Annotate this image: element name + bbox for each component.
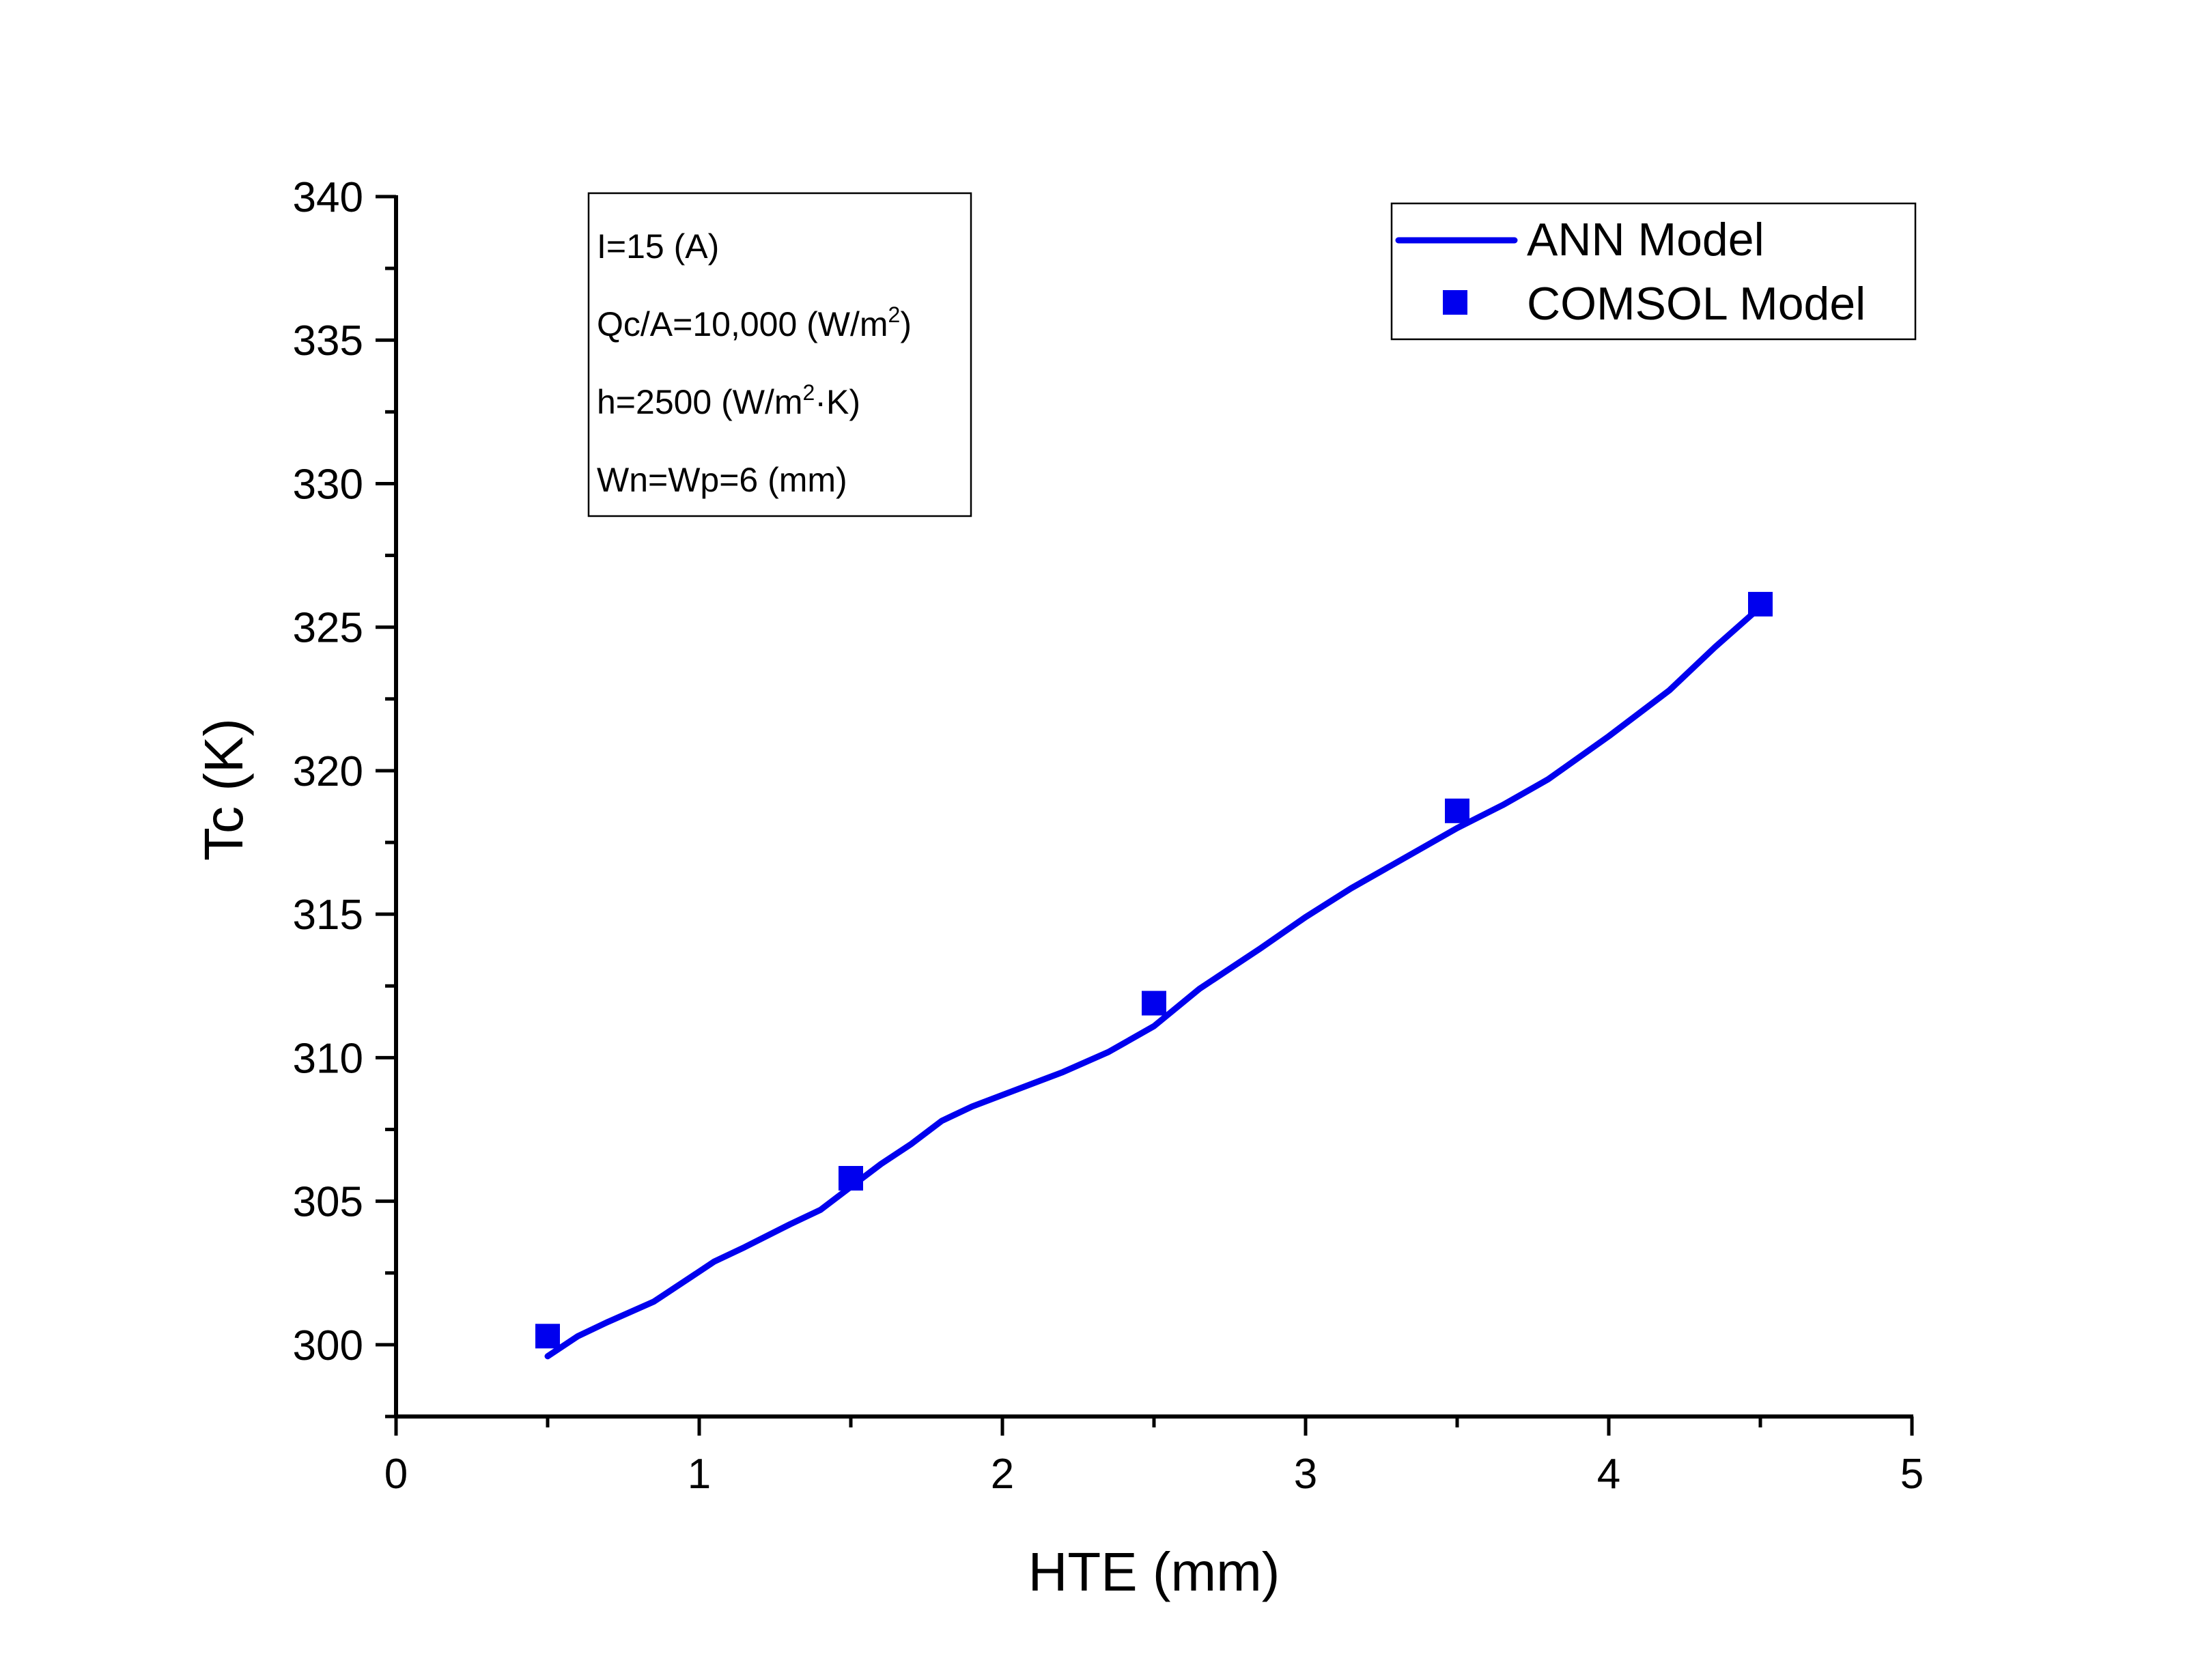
y-tick-label: 340 xyxy=(293,174,363,221)
legend-frame xyxy=(1390,202,1917,341)
plot-area xyxy=(535,592,1773,1360)
x-tick-label: 4 xyxy=(1597,1451,1620,1498)
y-tick-label: 320 xyxy=(293,748,363,795)
annotation-line: Qc/A=10,000 (W/m2) xyxy=(597,302,912,343)
y-tick-label: 335 xyxy=(293,317,363,365)
y-tick-label: 325 xyxy=(293,605,363,652)
x-tick-label: 1 xyxy=(688,1451,711,1498)
legend: ANN Model COMSOL Model xyxy=(1390,202,1917,341)
comsol-model-point xyxy=(535,1324,560,1349)
annotation-line: I=15 (A) xyxy=(597,227,719,266)
x-tick-label: 5 xyxy=(1900,1451,1924,1498)
legend-label-ann: ANN Model xyxy=(1527,214,1764,266)
y-tick-label: 315 xyxy=(293,892,363,939)
annotation-frame xyxy=(587,192,972,517)
y-tick-label: 330 xyxy=(293,461,363,508)
comsol-model-point xyxy=(1142,991,1166,1016)
x-tick-label: 3 xyxy=(1294,1451,1317,1498)
ann-model-line xyxy=(544,603,1764,1360)
y-axis-ticks: 300 305 310 315 320 325 330 335 340 xyxy=(293,174,396,1419)
y-axis-title: Tc (K) xyxy=(193,718,254,861)
comsol-model-point xyxy=(1445,798,1469,823)
x-tick-label: 0 xyxy=(384,1451,408,1498)
comsol-model-point xyxy=(839,1166,863,1191)
y-tick-label: 305 xyxy=(293,1179,363,1226)
x-tick-label: 2 xyxy=(991,1451,1014,1498)
legend-marker-swatch xyxy=(1443,290,1467,315)
annotation-line: h=2500 (W/m2·K) xyxy=(597,380,860,421)
x-axis-title: HTE (mm) xyxy=(1028,1541,1280,1602)
comsol-model-point xyxy=(1748,592,1773,617)
annotation-line: Wn=Wp=6 (mm) xyxy=(597,461,847,499)
legend-label-comsol: COMSOL Model xyxy=(1527,278,1866,330)
x-axis-ticks: 0 1 2 3 4 5 xyxy=(384,1416,1924,1498)
conditions-annotation-box: I=15 (A) Qc/A=10,000 (W/m2) h=2500 (W/m2·K… xyxy=(587,192,972,517)
y-tick-label: 310 xyxy=(293,1035,363,1082)
y-tick-label: 300 xyxy=(293,1322,363,1369)
